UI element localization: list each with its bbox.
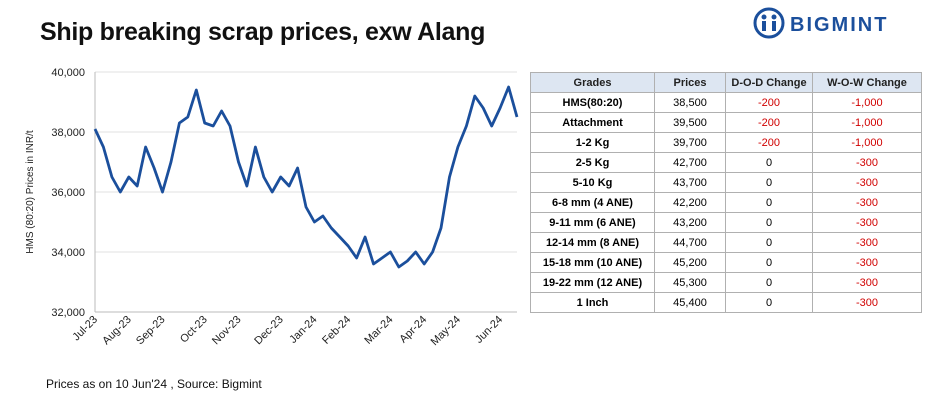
table-cell: 0 — [725, 272, 813, 293]
chart: 32,000 34,000 36,000 38,000 40,000 HMS (80:20… — [25, 67, 519, 348]
logo-icon — [753, 7, 785, 39]
table-cell: 0 — [725, 172, 813, 193]
price-table: Grades Prices D-O-D Change W-O-W Change HMS(… — [530, 72, 922, 313]
table-row: 6-8 mm (4 ANE) 42,200 0 -300 — [530, 192, 922, 213]
table-cell: 6-8 mm (4 ANE) — [530, 192, 655, 213]
table-cell: -300 — [812, 272, 922, 293]
table-cell: 0 — [725, 152, 813, 173]
table-cell: 45,400 — [654, 292, 726, 313]
logo-icon — [761, 14, 767, 20]
x-tick-label: Oct-23 — [178, 314, 210, 346]
logo-icon — [771, 14, 777, 20]
table-row: 19-22 mm (12 ANE) 45,300 0 -300 — [530, 272, 922, 293]
table-cell: -1,000 — [812, 92, 922, 113]
table-cell: -300 — [812, 292, 922, 313]
table-cell: -200 — [725, 112, 813, 133]
table-cell: 45,200 — [654, 252, 726, 273]
x-tick-label: Feb-24 — [320, 314, 353, 347]
table-cell: 0 — [725, 252, 813, 273]
y-tick-label: 32,000 — [51, 307, 85, 319]
table-cell: -200 — [725, 92, 813, 113]
y-tick-label: 34,000 — [51, 247, 85, 259]
table-row: 15-18 mm (10 ANE) 45,200 0 -300 — [530, 252, 922, 273]
table-cell: -300 — [812, 192, 922, 213]
x-tick-label: May-24 — [429, 314, 463, 348]
table-row: 12-14 mm (8 ANE) 44,700 0 -300 — [530, 232, 922, 253]
table-cell: 39,700 — [654, 132, 726, 153]
table-cell: Attachment — [530, 112, 655, 133]
y-axis-title: HMS (80:20) Prices in INR/t — [25, 130, 36, 254]
table-cell: -1,000 — [812, 132, 922, 153]
x-tick-label: Jan-24 — [287, 314, 319, 346]
x-tick-label: Apr-24 — [397, 314, 429, 346]
logo-icon — [772, 21, 776, 31]
table-cell: 1-2 Kg — [530, 132, 655, 153]
table-cell: 43,700 — [654, 172, 726, 193]
table-cell: -300 — [812, 232, 922, 253]
table-row: 2-5 Kg 42,700 0 -300 — [530, 152, 922, 173]
table-cell: 43,200 — [654, 212, 726, 233]
x-tick-label: Sep-23 — [134, 314, 168, 348]
title: Ship breaking scrap prices, exw Alang — [40, 18, 486, 46]
table-cell: HMS(80:20) — [530, 92, 655, 113]
x-tick-label: Aug-23 — [100, 314, 134, 348]
y-tick-label: 36,000 — [51, 187, 85, 199]
table-cell: -1,000 — [812, 112, 922, 133]
table-cell: 0 — [725, 212, 813, 233]
x-tick-label: Mar-24 — [362, 314, 395, 347]
table-cell: 0 — [725, 292, 813, 313]
table-cell: 0 — [725, 192, 813, 213]
table-cell: -200 — [725, 132, 813, 153]
x-tick-label: Jun-24 — [473, 314, 505, 346]
table-row: Attachment 39,500 -200 -1,000 — [530, 112, 922, 133]
column-header: D-O-D Change — [725, 72, 813, 93]
table-cell: 45,300 — [654, 272, 726, 293]
y-tick-label: 38,000 — [51, 127, 85, 139]
table-cell: -300 — [812, 212, 922, 233]
table-cell: -300 — [812, 172, 922, 193]
table-cell: 42,700 — [654, 152, 726, 173]
table-cell: 39,500 — [654, 112, 726, 133]
table-cell: 9-11 mm (6 ANE) — [530, 212, 655, 233]
table-cell: 19-22 mm (12 ANE) — [530, 272, 655, 293]
column-header: W-O-W Change — [812, 72, 922, 93]
table-cell: 5-10 Kg — [530, 172, 655, 193]
y-tick-label: 40,000 — [51, 67, 85, 79]
logo-icon — [762, 21, 766, 31]
table-cell: 38,500 — [654, 92, 726, 113]
table-row: 9-11 mm (6 ANE) 43,200 0 -300 — [530, 212, 922, 233]
table-cell: 44,700 — [654, 232, 726, 253]
table-cell: 0 — [725, 232, 813, 253]
logo: BIGMINT — [753, 7, 888, 39]
table-cell: 2-5 Kg — [530, 152, 655, 173]
x-tick-label: Dec-23 — [252, 314, 286, 348]
table-cell: 1 Inch — [530, 292, 655, 313]
footer-note: Prices as on 10 Jun'24 , Source: Bigmint — [46, 377, 262, 391]
x-tick-label: Nov-23 — [210, 314, 244, 348]
column-header: Grades — [530, 72, 655, 93]
column-header: Prices — [654, 72, 726, 93]
table-cell: -300 — [812, 252, 922, 273]
table-row: 1 Inch 45,400 0 -300 — [530, 292, 922, 313]
table-cell: 12-14 mm (8 ANE) — [530, 232, 655, 253]
price-line — [93, 85, 519, 269]
logo-text: BIGMINT — [790, 14, 888, 36]
table-row: HMS(80:20) 38,500 -200 -1,000 — [530, 92, 922, 113]
table-row: 1-2 Kg 39,700 -200 -1,000 — [530, 132, 922, 153]
table-cell: -300 — [812, 152, 922, 173]
table-cell: 15-18 mm (10 ANE) — [530, 252, 655, 273]
header-row: Grades Prices D-O-D Change W-O-W Change — [530, 72, 922, 93]
table-row: 5-10 Kg 43,700 0 -300 — [530, 172, 922, 193]
table-cell: 42,200 — [654, 192, 726, 213]
